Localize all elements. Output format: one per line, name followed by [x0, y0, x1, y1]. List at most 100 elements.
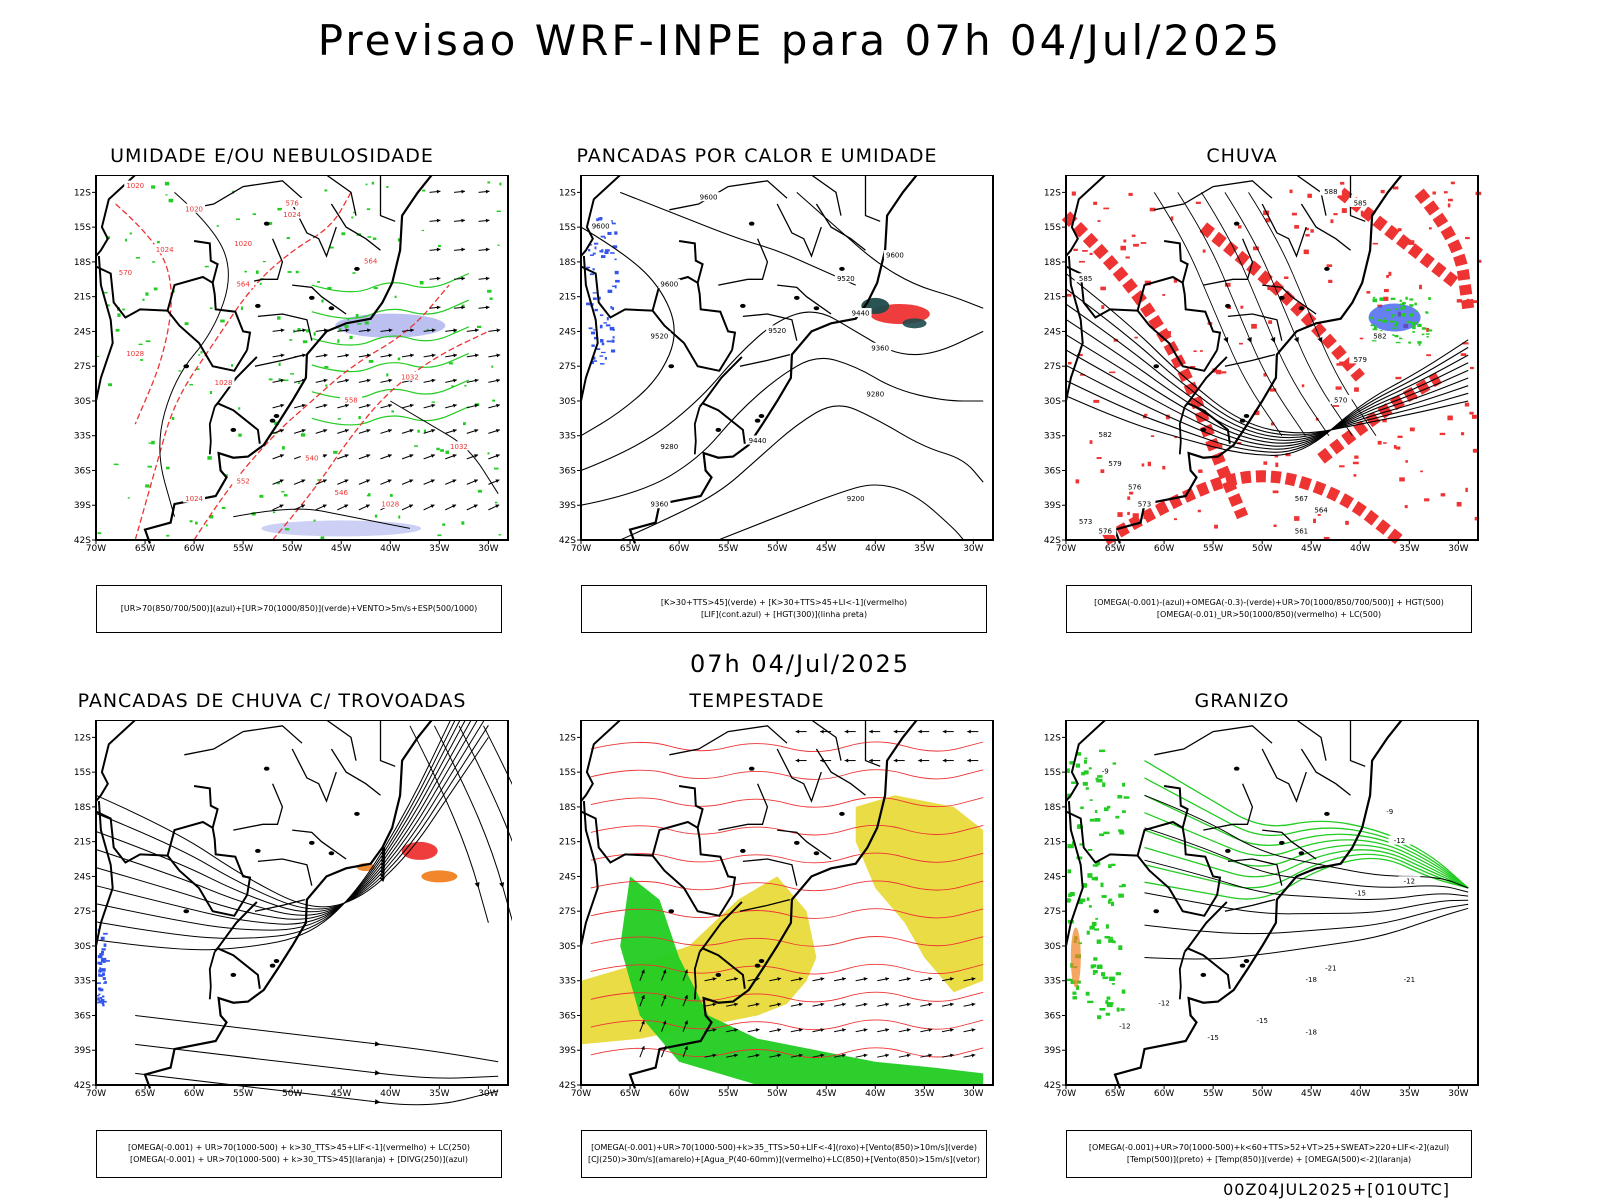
lon-tick-label: 40W	[380, 1089, 400, 1099]
humidity-green-speckle	[414, 445, 418, 447]
omega-green-speckle	[1400, 306, 1406, 310]
rio-de-la-plata	[208, 951, 216, 1000]
wind-vector-head	[474, 454, 479, 458]
country-border	[701, 901, 746, 989]
rain-red-speckle	[1456, 299, 1462, 303]
omega-green-speckle	[1384, 317, 1387, 320]
humidity-green-speckle	[445, 450, 450, 454]
wind-vector-head	[844, 729, 849, 734]
humidity-green-speckle	[366, 494, 370, 497]
precip-water-contour	[590, 769, 984, 780]
omega-green-speckle	[1382, 319, 1388, 323]
state-border	[379, 720, 396, 767]
legend-line: [K>30+TTS>45](verde) + [K>30+TTS>45+LI<-…	[660, 598, 908, 607]
contour-label-bg	[1202, 1032, 1225, 1042]
lif-blue-speckle	[603, 322, 607, 324]
wind-vector-head	[495, 454, 500, 458]
wind-vector-head	[430, 479, 435, 483]
contour-label: 573	[1138, 501, 1151, 509]
omega-green-speckle	[1409, 298, 1414, 301]
wind-vector-head	[863, 977, 868, 981]
wind-vector-head	[431, 429, 436, 433]
lat-tick-label: 39S	[74, 1046, 91, 1056]
rain-red-speckle	[1263, 373, 1267, 377]
wind-vector-head	[820, 1002, 825, 1007]
lake	[230, 427, 237, 432]
wind-vector-head	[388, 353, 393, 358]
lat-tick-label: 39S	[1044, 501, 1061, 511]
humidity-green-speckle	[204, 265, 209, 268]
contour-label: 9600	[592, 223, 610, 231]
contour-label: 9600	[700, 194, 718, 202]
precip-water-contour	[590, 880, 984, 892]
hgt-contour	[796, 191, 984, 309]
rain-red-speckle	[1218, 444, 1223, 449]
wind-vector-head	[461, 305, 465, 310]
wind-vector-head	[279, 504, 284, 509]
contour-label-bg	[1290, 493, 1313, 503]
omega-green-speckle	[1412, 331, 1415, 333]
humidity-green-speckle	[464, 384, 467, 387]
rain-red-speckle	[1237, 441, 1242, 445]
lon-tick-label: 50W	[1252, 544, 1272, 554]
streamline	[483, 725, 512, 785]
humidity-green-speckle	[224, 474, 228, 477]
lif-blue-speckle	[610, 252, 615, 254]
wind-vector-head	[436, 189, 441, 194]
humidity-green-speckle	[347, 318, 350, 321]
lat-tick-label: 18S	[559, 803, 576, 813]
wind-vector-head	[869, 758, 873, 763]
lake	[309, 295, 315, 300]
contour-label: 585	[1354, 199, 1367, 207]
lake	[715, 972, 722, 977]
lif-blue-speckle	[611, 222, 616, 225]
wind-vector-head	[971, 1028, 976, 1032]
country-border	[1136, 275, 1184, 311]
wind-vector-head	[431, 328, 436, 333]
lon-tick-label: 30W	[478, 1089, 498, 1099]
temp850-green-speckle	[1118, 885, 1124, 888]
state-border	[777, 829, 832, 860]
wind-vector-head	[485, 305, 490, 310]
lon-tick-label: 45W	[331, 544, 351, 554]
legend-line: [LIF](cont.azul) + [HGT(300)](linha pret…	[700, 610, 868, 619]
state-border	[742, 858, 798, 886]
state-border	[864, 175, 881, 222]
humidity-green-speckle	[389, 494, 393, 497]
state-border	[815, 748, 866, 796]
hgt500-contour	[1065, 339, 1469, 456]
contour-label-bg	[124, 180, 147, 190]
rain-red-speckle	[1424, 498, 1430, 502]
rain-red-speckle	[1335, 386, 1342, 390]
contour-label: -15	[1256, 1017, 1267, 1025]
humidity-green-speckle	[251, 512, 256, 516]
temp850-green-speckle	[1106, 936, 1113, 939]
wind-vector-head	[712, 1028, 717, 1032]
lake	[1279, 295, 1285, 300]
thickness-contour	[193, 284, 450, 541]
wind-vector-head	[453, 353, 458, 358]
wind-vector-head	[712, 977, 717, 981]
omega-green-speckle	[1401, 313, 1406, 317]
lif-blue-speckle	[587, 248, 591, 252]
lake	[255, 848, 261, 853]
lake	[1279, 840, 1285, 845]
wind-vector-head	[971, 1053, 976, 1058]
precip-water-contour	[590, 963, 984, 975]
streamline	[95, 720, 472, 920]
humidity-green-speckle	[337, 418, 341, 420]
wind-vector-head	[485, 247, 490, 252]
wind-vector-head	[388, 403, 393, 408]
rain-red-speckle	[1408, 240, 1415, 245]
legend-line: [OMEGA(-0.001)+UR>70(1000-500)+k>35_TTS>…	[591, 1143, 977, 1152]
lif-blue-speckle	[610, 349, 616, 353]
lif-blue-speckle	[601, 249, 604, 253]
lon-tick-label: 70W	[1056, 1089, 1076, 1099]
rio-de-la-plata	[693, 406, 701, 455]
humidity-green-speckle	[152, 261, 156, 263]
humidity-green-speckle	[281, 491, 285, 493]
humidity-green-speckle	[374, 514, 378, 518]
rain-red-speckle	[1117, 512, 1123, 517]
contour-label: 582	[1373, 333, 1386, 341]
divg-blue-speckle	[98, 973, 101, 977]
